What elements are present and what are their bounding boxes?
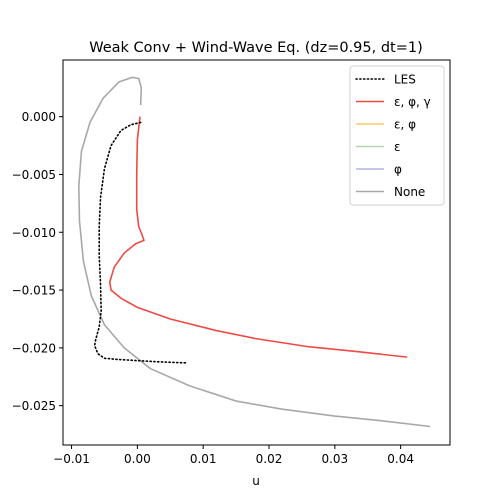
x-tick-label: 0.02 [256,452,283,466]
legend-label: ε, φ [394,118,416,132]
x-axis: −0.01 0.00 0.01 0.02 0.03 0.04 [53,445,414,466]
legend-label: φ [394,163,402,177]
series-line-0 [93,121,188,364]
series-line-5 [78,76,431,428]
legend-label: None [394,185,425,199]
x-axis-label: u [252,474,260,488]
y-tick-label: −0.020 [12,341,56,355]
legend-label: ε [394,140,401,154]
legend-label: ε, φ, γ [394,95,431,109]
plot-area [62,59,451,446]
y-tick-label: −0.005 [12,168,56,182]
chart-title: Weak Conv + Wind-Wave Eq. (dz=0.95, dt=1… [89,40,423,56]
y-tick-label: −0.025 [12,399,56,413]
series-layer [78,76,431,428]
x-tick-label: −0.01 [53,452,90,466]
y-axis: 0.000 −0.005 −0.010 −0.015 −0.020 −0.025 [12,110,63,413]
series-line-1 [108,116,408,358]
y-tick-label: 0.000 [22,110,56,124]
x-tick-label: 0.01 [190,452,217,466]
y-tick-label: −0.015 [12,284,56,298]
y-tick-label: −0.010 [12,226,56,240]
legend-label: LES [394,73,416,87]
legend: LES ε, φ, γ ε, φ εφ None [349,65,445,206]
x-tick-label: 0.03 [321,452,348,466]
x-tick-label: 0.00 [124,452,151,466]
x-tick-label: 0.04 [387,452,414,466]
axes-frame [62,59,451,446]
